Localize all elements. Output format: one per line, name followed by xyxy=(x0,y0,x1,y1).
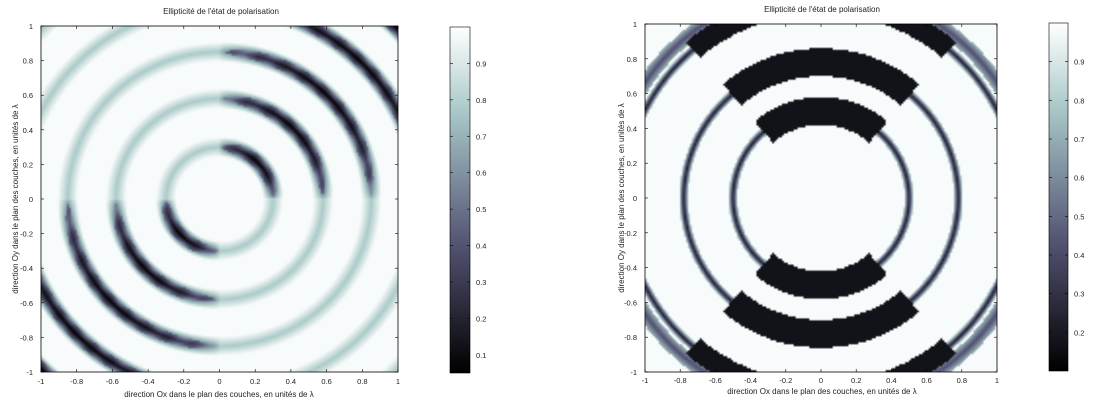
right-chart-title: Ellipticité de l'état de polarisation xyxy=(764,5,880,14)
y-tick-label: 0.8 xyxy=(627,55,637,64)
x-tick-label: 0.8 xyxy=(957,376,967,385)
y-tick-label: -0.2 xyxy=(20,230,33,239)
x-tick-label: 0.2 xyxy=(851,376,861,385)
colorbar-tick-label: 0.8 xyxy=(1074,96,1084,105)
x-tick-label: -0.4 xyxy=(142,377,155,386)
left-heatmap-image xyxy=(41,26,398,372)
x-tick-label: -0.8 xyxy=(70,377,83,386)
left-chart-title: Ellipticité de l'état de polarisation xyxy=(163,7,279,16)
y-tick-label: 1 xyxy=(633,20,637,29)
x-tick-label: -0.6 xyxy=(106,377,119,386)
colorbar-tick-label: 0.3 xyxy=(1074,290,1084,299)
y-tick-label: -0.8 xyxy=(20,333,33,342)
y-tick-label: 0.4 xyxy=(23,126,33,135)
x-tick-label: 0.6 xyxy=(321,377,331,386)
x-tick-label: 1 xyxy=(396,377,400,386)
y-tick-label: 0 xyxy=(633,194,637,203)
y-tick-label: 1 xyxy=(29,22,33,31)
x-tick-label: 0.2 xyxy=(250,377,260,386)
left-colorbar: 0.9 0.8 0.7 0.6 0.5 0.4 0.3 0.2 0.1 xyxy=(449,26,486,374)
colorbar-tick-label: 0.2 xyxy=(476,314,486,323)
colorbar-tick-label: 0.9 xyxy=(1074,58,1084,67)
y-tick-label: -0.6 xyxy=(624,298,637,307)
colorbar-tick-label: 0.7 xyxy=(1074,135,1084,144)
left-colorbar-gradient xyxy=(449,26,471,374)
colorbar-tick-label: 0.8 xyxy=(476,96,486,105)
x-tick-label: 1 xyxy=(995,376,999,385)
right-y-ticks: 1 0.8 0.6 0.4 0.2 0 -0.2 -0.4 -0.6 -0.8 -1 xyxy=(624,20,997,377)
right-x-axis-label: direction Ox dans le plan des couches, e… xyxy=(727,387,916,396)
colorbar-tick-label: 0.9 xyxy=(476,59,486,68)
y-tick-label: -0.8 xyxy=(624,333,637,342)
x-tick-label: -1 xyxy=(38,377,45,386)
y-tick-label: 0.6 xyxy=(23,91,33,100)
right-colorbar-ticks: 0.9 0.8 0.7 0.6 0.5 0.4 0.3 0.2 xyxy=(1049,58,1084,337)
x-tick-label: 0.4 xyxy=(886,376,896,385)
x-tick-label: -1 xyxy=(642,376,649,385)
colorbar-tick-label: 0.5 xyxy=(1074,212,1084,221)
y-tick-label: -0.6 xyxy=(20,299,33,308)
colorbar-tick-label: 0.7 xyxy=(476,132,486,141)
left-colorbar-ticks: 0.9 0.8 0.7 0.6 0.5 0.4 0.3 0.2 0.1 xyxy=(450,59,486,360)
left-panel: Ellipticité de l'état de polarisation -1… xyxy=(11,7,486,399)
x-tick-label: -0.6 xyxy=(709,376,722,385)
colorbar-tick-label: 0.4 xyxy=(1074,251,1084,260)
y-tick-label: 0.4 xyxy=(627,124,637,133)
x-tick-label: -0.8 xyxy=(674,376,687,385)
y-tick-label: -1 xyxy=(630,368,637,377)
right-colorbar: 0.9 0.8 0.7 0.6 0.5 0.4 0.3 0.2 xyxy=(1048,22,1084,372)
y-tick-label: -0.2 xyxy=(624,229,637,238)
colorbar-tick-label: 0.4 xyxy=(476,242,486,251)
right-plot-area xyxy=(644,23,998,373)
colorbar-tick-label: 0.1 xyxy=(476,351,486,360)
x-tick-label: 0 xyxy=(819,376,823,385)
left-plot-area xyxy=(40,25,399,373)
colorbar-tick-label: 0.6 xyxy=(1074,174,1084,183)
right-colorbar-gradient xyxy=(1048,22,1069,372)
x-tick-label: 0 xyxy=(217,377,221,386)
y-tick-label: -1 xyxy=(26,368,33,377)
colorbar-tick-label: 0.2 xyxy=(1074,328,1084,337)
right-x-ticks: -1 -0.8 -0.6 -0.4 -0.2 0 0.2 0.4 0.6 0.8 1 xyxy=(642,24,999,385)
x-tick-label: 0.8 xyxy=(357,377,367,386)
y-tick-label: -0.4 xyxy=(624,264,637,273)
right-panel: Ellipticité de l'état de polarisation -1… xyxy=(617,5,1084,396)
y-tick-label: 0.6 xyxy=(627,90,637,99)
x-tick-label: -0.4 xyxy=(744,376,757,385)
left-x-axis-label: direction Ox dans le plan des couches, e… xyxy=(124,390,313,399)
x-tick-label: -0.2 xyxy=(177,377,190,386)
colorbar-tick-label: 0.6 xyxy=(476,169,486,178)
x-tick-label: 0.4 xyxy=(286,377,296,386)
y-tick-label: -0.4 xyxy=(20,264,33,273)
y-tick-label: 0.8 xyxy=(23,57,33,66)
left-y-axis-label: direction Oy dans le plan des couches, e… xyxy=(11,104,20,293)
right-y-axis-label: direction Oy dans le plan des couches, e… xyxy=(617,103,626,292)
x-tick-label: 0.6 xyxy=(921,376,931,385)
right-heatmap-image xyxy=(645,24,997,372)
x-tick-label: -0.2 xyxy=(779,376,792,385)
left-y-ticks: 1 0.8 0.6 0.4 0.2 0 -0.2 -0.4 -0.6 -0.8 -1 xyxy=(20,22,398,377)
y-tick-label: 0.2 xyxy=(23,160,33,169)
colorbar-tick-label: 0.3 xyxy=(476,278,486,287)
left-x-ticks: -1 -0.8 -0.6 -0.4 -0.2 0 0.2 0.4 0.6 0.8 1 xyxy=(38,26,400,386)
y-tick-label: 0.2 xyxy=(627,159,637,168)
y-tick-label: 0 xyxy=(29,195,33,204)
colorbar-tick-label: 0.5 xyxy=(476,205,486,214)
